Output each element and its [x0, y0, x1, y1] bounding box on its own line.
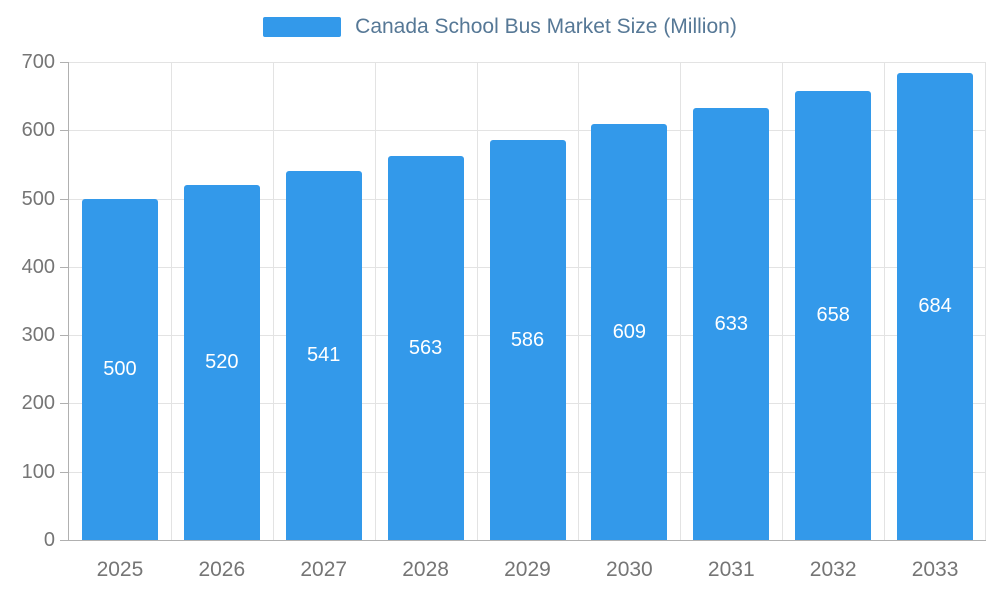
bar: 563: [387, 155, 464, 540]
bar-value-label: 633: [714, 312, 748, 335]
bar-value-label: 586: [510, 328, 545, 351]
bar-value-label: 609: [612, 321, 647, 344]
y-tick-label: 300: [21, 324, 55, 347]
bar-value-label: 541: [307, 344, 341, 367]
y-tick-label: 100: [21, 460, 55, 483]
legend-item[interactable]: Canada School Bus Market Size (Million): [263, 16, 737, 37]
y-tick-label: 400: [21, 255, 55, 278]
bar-value-label: 658: [816, 304, 850, 327]
y-tick-mark: [60, 62, 68, 63]
bar-value-label: 563: [408, 336, 443, 359]
legend-swatch: [263, 16, 342, 37]
x-tick-label: 2029: [504, 558, 551, 581]
v-gridline: [374, 62, 376, 540]
x-tick-label: 2025: [96, 558, 144, 581]
y-tick-mark: [60, 130, 68, 132]
bar: 633: [693, 107, 770, 540]
y-tick-mark: [60, 471, 68, 473]
y-tick-mark: [60, 540, 68, 541]
plot-area: 0 100 200 300 400 500 600 700 500 2025 520 2026 541 2…: [22, 51, 986, 581]
x-tick-label: 2030: [606, 558, 653, 581]
v-gridline: [170, 62, 172, 540]
v-gridline: [578, 62, 580, 540]
x-tick-label: 2026: [198, 558, 246, 581]
y-tick-mark: [60, 198, 68, 200]
v-gridline: [782, 62, 784, 540]
v-gridline: [476, 62, 478, 540]
y-tick-label: 0: [43, 529, 55, 551]
y-tick-mark: [60, 335, 68, 337]
y-tick-label: 500: [21, 187, 55, 210]
v-gridline: [272, 62, 274, 540]
bar: 541: [285, 170, 362, 540]
bar: 520: [183, 184, 260, 540]
h-gridline: [69, 62, 986, 63]
x-tick-label: 2032: [809, 558, 857, 581]
bar-value-label: 520: [205, 351, 239, 374]
v-gridline: [680, 62, 682, 540]
bar: 658: [795, 90, 872, 540]
bar: 586: [489, 139, 566, 540]
v-gridline: [985, 62, 986, 540]
bar-value-label: 500: [103, 358, 137, 381]
x-tick-label: 2033: [911, 558, 959, 581]
y-tick-label: 200: [21, 392, 55, 415]
x-tick-label: 2031: [707, 558, 755, 581]
y-tick-mark: [60, 403, 68, 405]
bar: 684: [897, 72, 974, 540]
x-tick-label: 2027: [300, 558, 348, 581]
bar-value-label: 684: [918, 295, 952, 318]
h-gridline: [69, 130, 986, 132]
legend: Canada School Bus Market Size (Million): [0, 16, 1000, 37]
v-gridline: [884, 62, 886, 540]
y-tick-label: 600: [21, 119, 55, 142]
legend-label: Canada School Bus Market Size (Million): [355, 15, 737, 38]
bar: 609: [591, 124, 668, 540]
y-tick-label: 700: [21, 51, 55, 73]
x-tick-label: 2028: [402, 558, 449, 581]
bar: 500: [81, 198, 158, 540]
y-tick-mark: [60, 266, 68, 268]
